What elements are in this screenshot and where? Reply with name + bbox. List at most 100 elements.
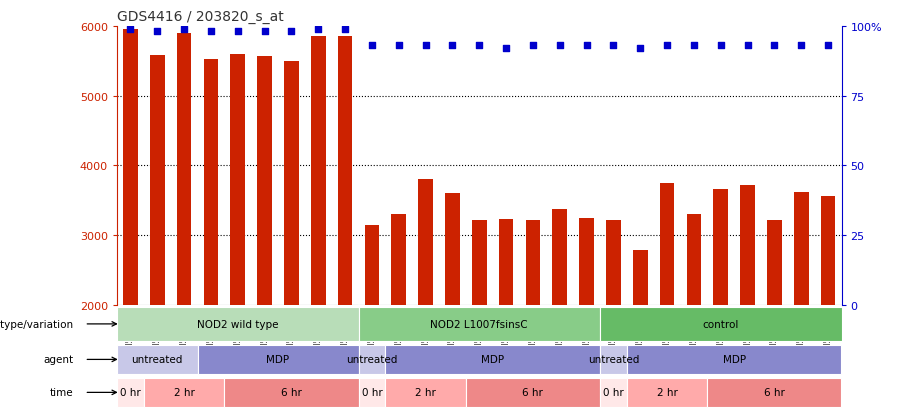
Bar	[358, 345, 385, 374]
Bar	[633, 250, 648, 305]
Bar	[385, 377, 466, 407]
Bar	[117, 265, 144, 305]
Bar	[714, 190, 728, 305]
Text: agent: agent	[43, 354, 74, 365]
Bar	[176, 34, 192, 305]
Bar	[680, 265, 707, 305]
Point	[177, 26, 192, 33]
Bar	[358, 377, 385, 407]
Bar	[224, 377, 358, 407]
Bar	[740, 185, 755, 305]
Text: 2 hr: 2 hr	[657, 387, 678, 397]
Point	[499, 46, 513, 52]
Text: genotype/variation: genotype/variation	[0, 319, 74, 329]
Point	[203, 29, 218, 36]
Text: 2 hr: 2 hr	[174, 387, 194, 397]
Text: 0 hr: 0 hr	[362, 387, 382, 397]
Text: untreated: untreated	[346, 354, 398, 365]
Point	[741, 43, 755, 50]
Bar	[117, 307, 358, 341]
Text: NOD2 L1007fsinsC: NOD2 L1007fsinsC	[430, 319, 528, 329]
Bar	[197, 345, 358, 374]
Point	[687, 43, 701, 50]
Bar	[472, 220, 487, 305]
Bar	[814, 265, 842, 305]
Point	[418, 43, 433, 50]
Bar	[278, 265, 305, 305]
Bar	[466, 265, 492, 305]
Bar	[144, 265, 171, 305]
Point	[660, 43, 674, 50]
Bar	[573, 265, 600, 305]
Text: MDP: MDP	[482, 354, 504, 365]
Bar	[492, 265, 519, 305]
Bar	[707, 265, 734, 305]
Bar	[332, 265, 358, 305]
Bar	[224, 265, 251, 305]
Point	[821, 43, 835, 50]
Bar	[257, 57, 272, 305]
Point	[257, 29, 272, 36]
Bar	[553, 209, 567, 305]
Point	[230, 29, 245, 36]
Point	[311, 26, 326, 33]
Point	[392, 43, 406, 50]
Text: untreated: untreated	[131, 354, 183, 365]
Bar	[526, 221, 540, 305]
Text: GDS4416 / 203820_s_at: GDS4416 / 203820_s_at	[117, 10, 284, 24]
Bar	[310, 37, 326, 305]
Point	[633, 46, 647, 52]
Bar	[734, 265, 761, 305]
Bar	[284, 62, 299, 305]
Point	[150, 29, 165, 36]
Bar	[626, 265, 653, 305]
Bar	[358, 307, 600, 341]
Bar	[499, 220, 514, 305]
Bar	[412, 265, 439, 305]
Bar	[358, 265, 385, 305]
Bar	[364, 225, 379, 305]
Bar	[761, 265, 788, 305]
Bar	[821, 197, 835, 305]
Bar	[305, 265, 332, 305]
Bar	[123, 30, 138, 305]
Bar	[392, 215, 406, 305]
Bar	[600, 377, 626, 407]
Point	[767, 43, 781, 50]
Bar	[251, 265, 278, 305]
Point	[284, 29, 299, 36]
Bar	[707, 377, 842, 407]
Bar	[230, 55, 245, 305]
Point	[714, 43, 728, 50]
Bar	[660, 183, 674, 305]
Bar	[117, 345, 197, 374]
Bar	[418, 180, 433, 305]
Text: 0 hr: 0 hr	[603, 387, 624, 397]
Bar	[653, 265, 680, 305]
Point	[526, 43, 540, 50]
Text: 2 hr: 2 hr	[415, 387, 436, 397]
Text: 0 hr: 0 hr	[120, 387, 140, 397]
Bar	[519, 265, 546, 305]
Bar	[150, 56, 165, 305]
Point	[580, 43, 594, 50]
Text: 6 hr: 6 hr	[764, 387, 785, 397]
Bar	[600, 307, 842, 341]
Text: NOD2 wild type: NOD2 wild type	[197, 319, 278, 329]
Bar	[546, 265, 573, 305]
Bar	[687, 214, 701, 305]
Text: control: control	[703, 319, 739, 329]
Bar	[580, 219, 594, 305]
Point	[607, 43, 621, 50]
Bar	[600, 345, 626, 374]
Bar	[600, 265, 626, 305]
Bar	[197, 265, 224, 305]
Bar	[338, 37, 353, 305]
Text: 6 hr: 6 hr	[281, 387, 302, 397]
Bar	[445, 194, 460, 305]
Point	[472, 43, 486, 50]
Bar	[767, 221, 782, 305]
Bar	[385, 265, 412, 305]
Bar	[466, 377, 600, 407]
Text: untreated: untreated	[588, 354, 639, 365]
